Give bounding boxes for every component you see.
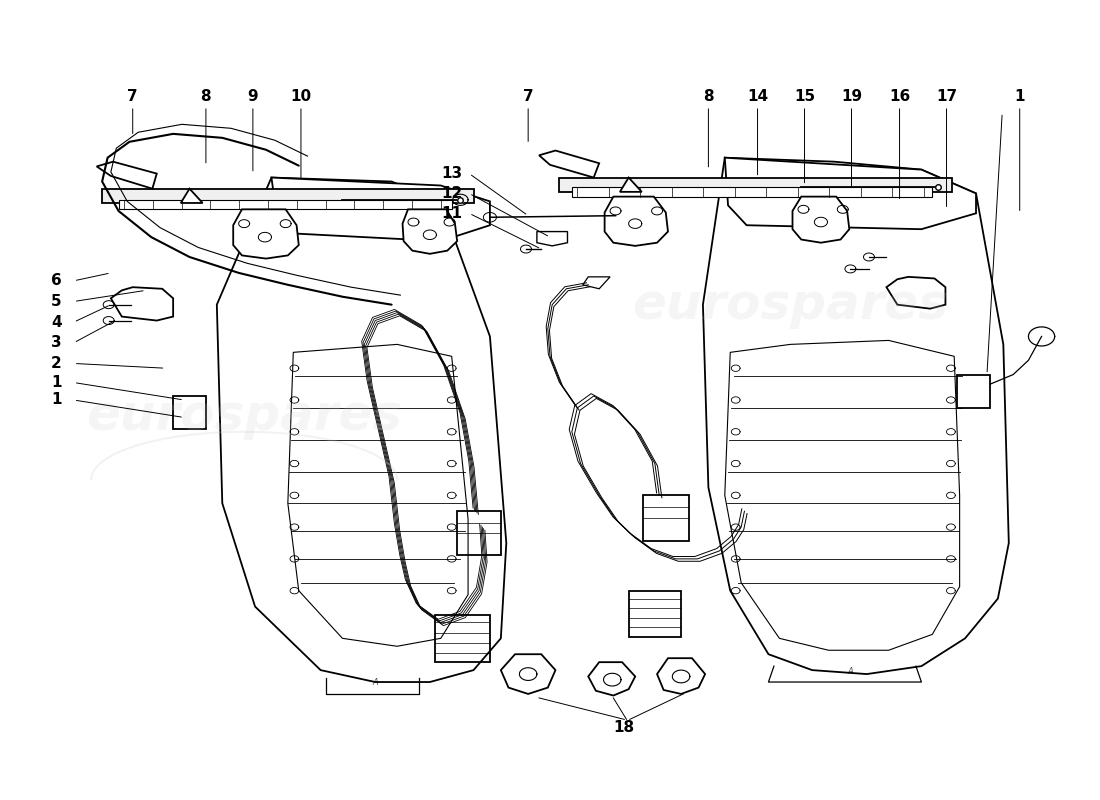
- Polygon shape: [887, 277, 945, 309]
- Polygon shape: [588, 662, 635, 695]
- Text: 8: 8: [703, 89, 714, 104]
- Bar: [642, 495, 689, 542]
- Polygon shape: [725, 341, 959, 650]
- Bar: [572, 187, 933, 197]
- Text: 13: 13: [441, 166, 462, 181]
- Text: 6: 6: [51, 274, 62, 288]
- Text: A: A: [847, 667, 854, 676]
- Polygon shape: [792, 197, 849, 242]
- Text: 19: 19: [840, 89, 862, 104]
- Bar: [436, 614, 490, 662]
- Text: 14: 14: [747, 89, 768, 104]
- Text: 17: 17: [936, 89, 957, 104]
- Polygon shape: [703, 158, 1009, 674]
- Text: 15: 15: [794, 89, 815, 104]
- Bar: [173, 396, 206, 430]
- Text: 10: 10: [290, 89, 311, 104]
- Polygon shape: [233, 210, 299, 258]
- Polygon shape: [97, 162, 157, 189]
- Text: 3: 3: [51, 335, 62, 350]
- Text: eurospares: eurospares: [632, 281, 948, 329]
- Bar: [629, 590, 681, 637]
- Text: 8: 8: [200, 89, 211, 104]
- Bar: [957, 374, 990, 408]
- Text: 7: 7: [128, 89, 138, 104]
- Polygon shape: [657, 658, 705, 694]
- Bar: [119, 200, 452, 210]
- Bar: [458, 511, 500, 555]
- Text: 1: 1: [51, 393, 62, 407]
- Text: 1: 1: [1014, 89, 1025, 104]
- Text: 1: 1: [51, 375, 62, 390]
- Polygon shape: [620, 178, 641, 192]
- Polygon shape: [288, 344, 469, 646]
- Polygon shape: [272, 178, 490, 241]
- Text: 9: 9: [248, 89, 258, 104]
- Polygon shape: [500, 654, 556, 694]
- Polygon shape: [605, 197, 668, 246]
- Text: A: A: [372, 678, 378, 686]
- Polygon shape: [111, 287, 173, 321]
- Text: eurospares: eurospares: [86, 392, 403, 440]
- Text: 11: 11: [441, 206, 462, 221]
- Text: 7: 7: [522, 89, 534, 104]
- Polygon shape: [180, 189, 202, 203]
- Polygon shape: [539, 150, 600, 178]
- Text: 2: 2: [51, 356, 62, 371]
- Bar: [559, 178, 952, 192]
- Text: 5: 5: [51, 294, 62, 309]
- Polygon shape: [725, 158, 976, 229]
- Text: 4: 4: [51, 314, 62, 330]
- Text: 12: 12: [441, 186, 462, 201]
- Text: 16: 16: [889, 89, 910, 104]
- Polygon shape: [217, 178, 506, 682]
- Bar: [102, 189, 473, 203]
- Polygon shape: [403, 210, 458, 254]
- Text: 18: 18: [614, 720, 635, 735]
